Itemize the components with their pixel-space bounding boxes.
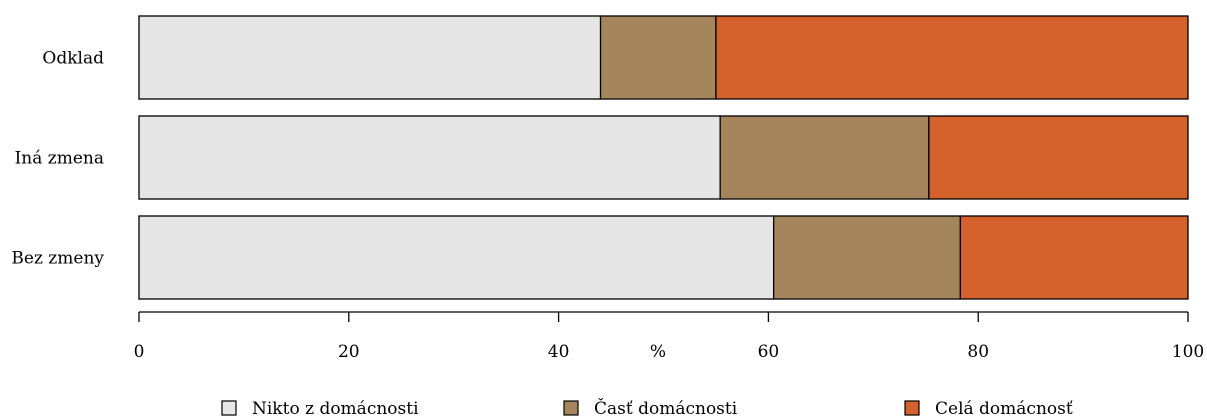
category-label-odklad: Odklad xyxy=(42,49,104,69)
legend: Nikto z domácnosti Časť domácnosti Celá do… xyxy=(221,398,1073,416)
x-tick-label-20: 20 xyxy=(338,342,360,362)
category-label-bez-zmeny: Bez zmeny xyxy=(11,249,104,269)
bar-segment-odklad-cela-domacnost xyxy=(715,15,1189,100)
bar-segment-ina-zmena-cela-domacnost xyxy=(928,115,1189,200)
legend-label-cela-domacnost: Celá domácnosť xyxy=(935,399,1073,416)
bar-segment-bez-zmeny-cast-domacnosti xyxy=(772,215,962,300)
legend-label-nikto-z-domacnosti: Nikto z domácnosti xyxy=(252,399,419,416)
x-axis: 0 20 40 60 80 100 xyxy=(134,311,1204,362)
bar-segment-bez-zmeny-nikto-z-domacnosti xyxy=(138,215,775,300)
x-tick-label-60: 60 xyxy=(758,342,780,362)
x-tick-label-80: 80 xyxy=(967,342,989,362)
bar-segment-ina-zmena-nikto-z-domacnosti xyxy=(138,115,721,200)
bars-group xyxy=(138,15,1189,300)
x-tick-label-100: 100 xyxy=(1172,342,1204,362)
x-tick-label-0: 0 xyxy=(134,342,145,362)
legend-swatch-cela-domacnost xyxy=(904,400,920,416)
legend-swatch-nikto-z-domacnosti xyxy=(221,400,237,416)
x-tick-label-40: 40 xyxy=(548,342,570,362)
bar-segment-odklad-nikto-z-domacnosti xyxy=(138,15,602,100)
bar-segment-odklad-cast-domacnosti xyxy=(599,15,717,100)
bar-segment-ina-zmena-cast-domacnosti xyxy=(719,115,930,200)
x-axis-label: % xyxy=(650,342,666,362)
category-label-ina-zmena: Iná zmena xyxy=(15,149,104,169)
legend-label-cast-domacnosti: Časť domácnosti xyxy=(594,398,738,416)
legend-swatch-cast-domacnosti xyxy=(563,400,579,416)
bar-segment-bez-zmeny-cela-domacnost xyxy=(959,215,1189,300)
category-labels: Odklad Iná zmena Bez zmeny xyxy=(11,49,104,269)
